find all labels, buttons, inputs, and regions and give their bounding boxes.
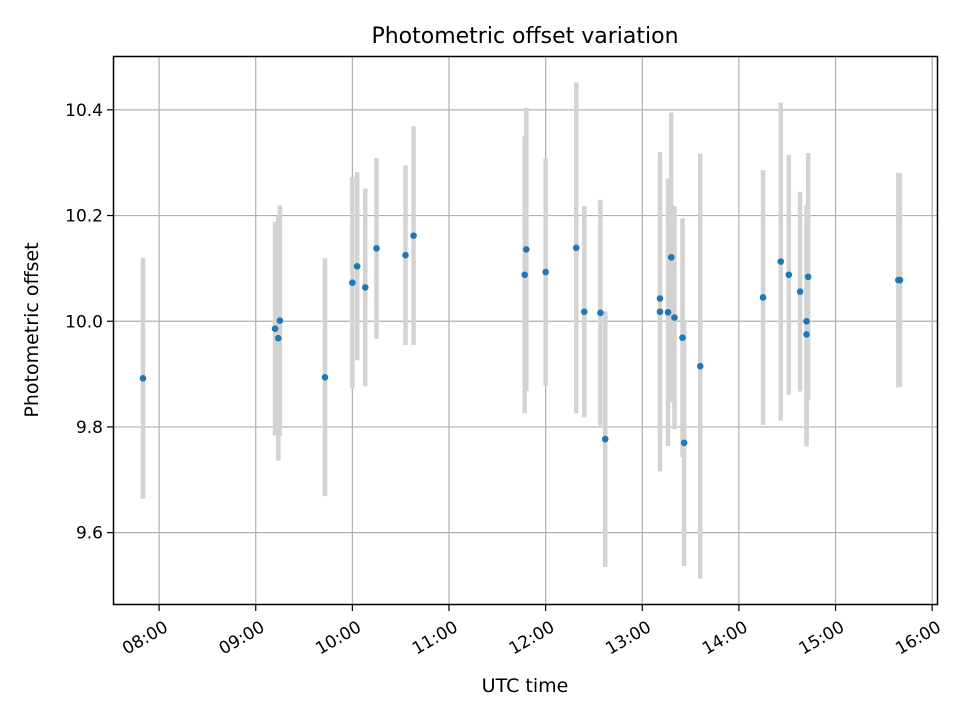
data-point: [572, 244, 580, 252]
data-point: [402, 251, 409, 259]
data-point: [679, 334, 686, 341]
data-point: [664, 308, 672, 316]
data-point: [667, 254, 675, 261]
data-point: [785, 271, 793, 279]
y-axis-label: Photometric offset: [21, 242, 43, 417]
data-point: [777, 258, 785, 265]
data-point: [671, 314, 678, 321]
data-point: [597, 309, 604, 317]
data-point: [804, 273, 812, 281]
y-tick-label: 10.2: [65, 207, 103, 227]
data-point: [580, 308, 588, 316]
data-point: [274, 334, 282, 342]
data-point: [796, 288, 804, 295]
y-tick-label: 10.4: [65, 101, 103, 121]
data-point: [759, 294, 767, 301]
data-point: [656, 295, 664, 302]
x-axis-label: UTC time: [482, 675, 569, 697]
data-point: [276, 317, 284, 325]
y-tick-label: 9.6: [76, 524, 103, 544]
data-point: [410, 232, 417, 239]
data-point: [656, 308, 664, 316]
data-point: [373, 245, 380, 252]
data-point: [803, 317, 810, 325]
data-point: [271, 325, 279, 332]
data-point: [521, 271, 528, 279]
data-point: [523, 246, 530, 253]
data-points: [139, 232, 904, 447]
y-tick-label: 10.0: [65, 312, 103, 332]
chart-title: Photometric offset variation: [371, 24, 678, 49]
data-point: [601, 435, 609, 443]
data-point: [696, 362, 704, 370]
data-point: [896, 276, 904, 284]
data-point: [680, 439, 688, 447]
data-point: [321, 373, 329, 381]
data-point: [803, 331, 810, 338]
data-point: [542, 268, 549, 276]
y-tick-label: 9.8: [76, 418, 103, 438]
data-point: [353, 262, 361, 270]
data-point: [361, 284, 369, 291]
data-point: [349, 279, 356, 286]
plot-frame: [112, 55, 939, 606]
y-axis-ticks: 9.6 9.8 10.0 10.2 10.4: [65, 101, 114, 544]
data-point: [139, 375, 147, 382]
